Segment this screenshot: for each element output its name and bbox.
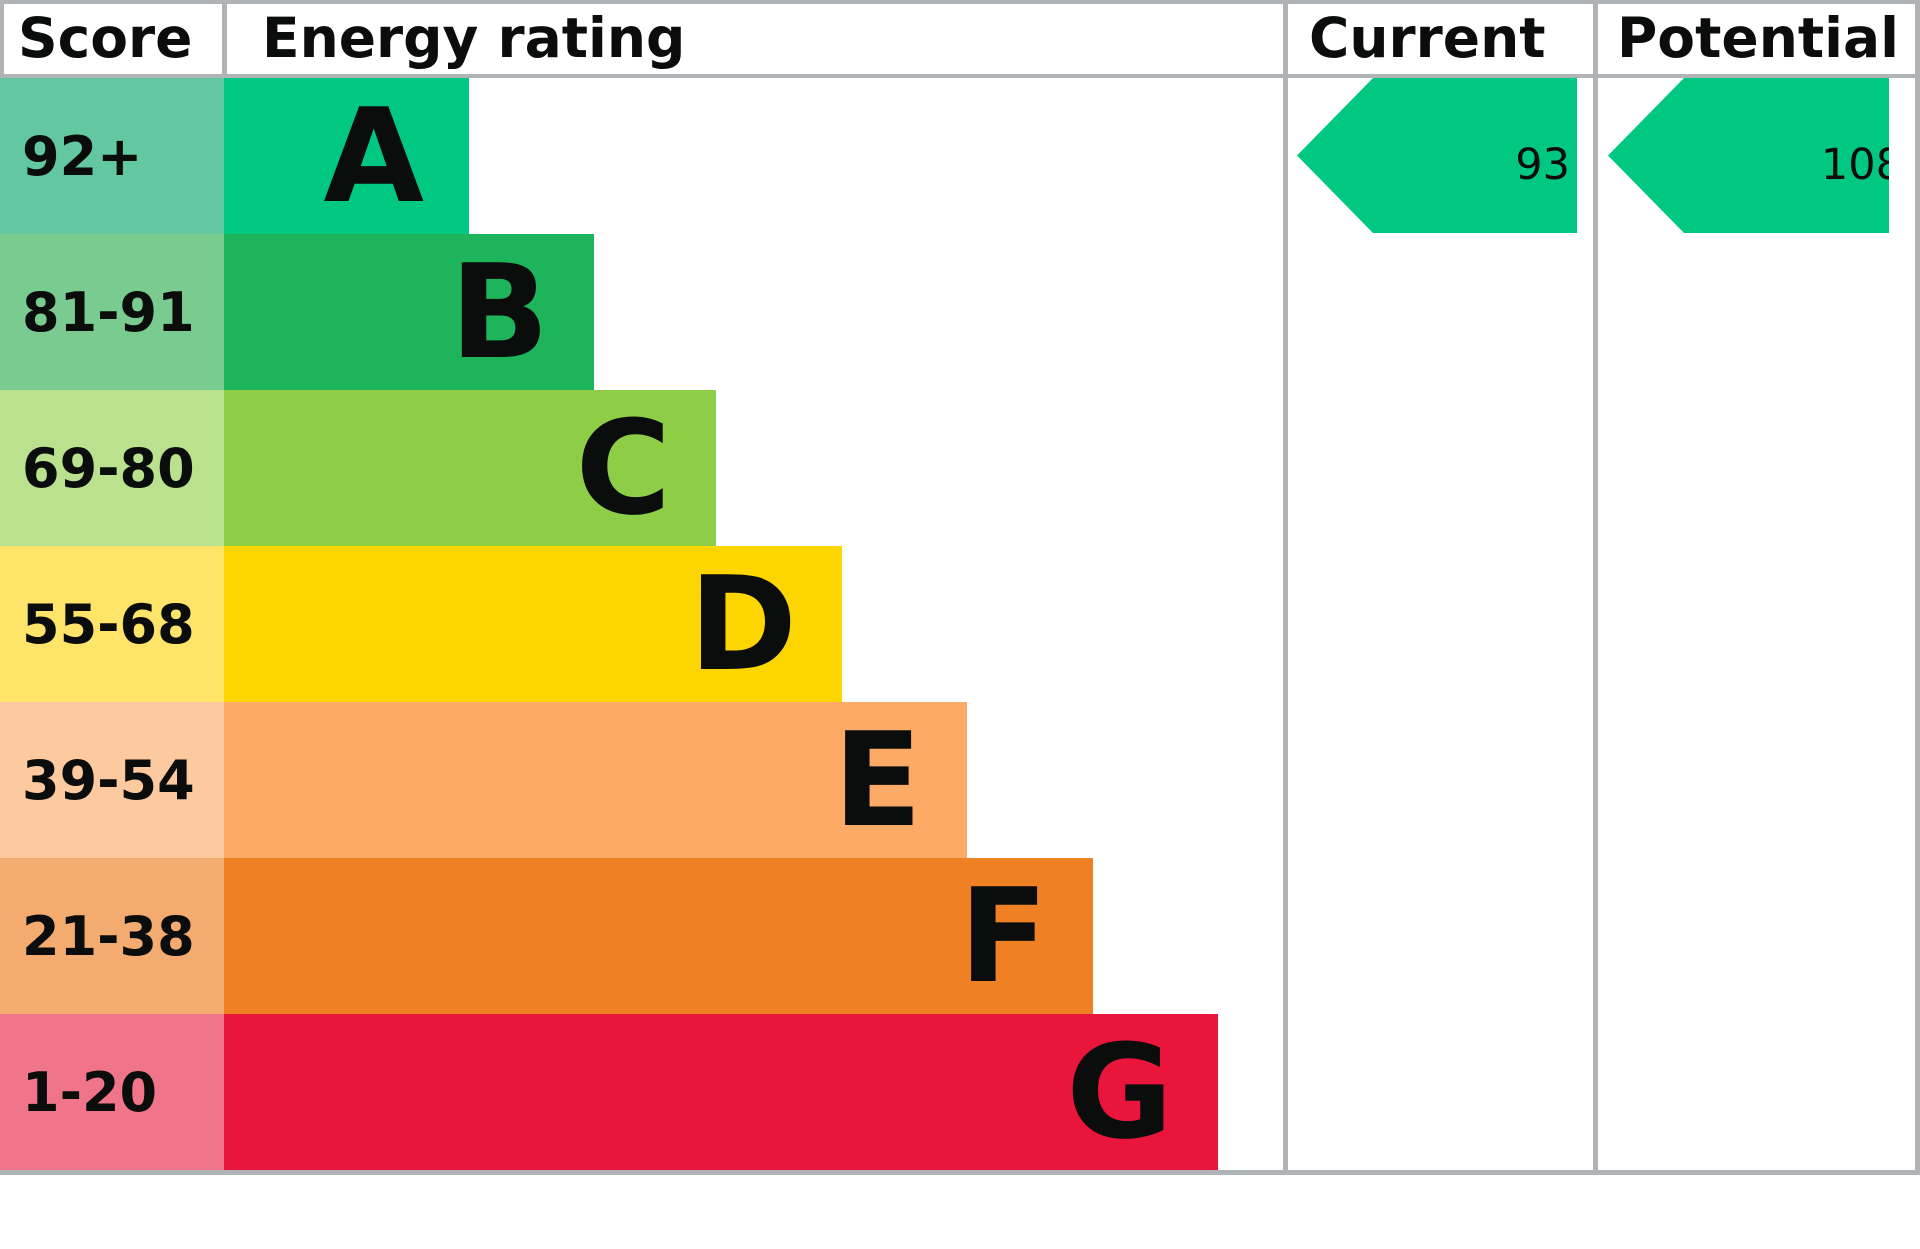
band-bar-g: G — [224, 1014, 1218, 1170]
current-rating-value: 93 — [1515, 139, 1570, 190]
grid-line-header-bottom — [0, 74, 1920, 78]
score-range-f: 21-38 — [0, 858, 224, 1014]
potential-rating-arrow: 108 — [1608, 78, 1889, 233]
score-range-c: 69-80 — [0, 390, 224, 546]
grid-line-score-divider — [222, 0, 227, 78]
current-column-header: Current — [1309, 6, 1546, 70]
score-column-header: Score — [18, 6, 193, 70]
score-range-g: 1-20 — [0, 1014, 224, 1170]
band-bar-f: F — [224, 858, 1093, 1014]
band-bar-a: A — [224, 78, 469, 234]
score-range-a: 92+ — [0, 78, 224, 234]
grid-line-left-header — [0, 0, 4, 78]
grid-line-bottom — [0, 1170, 1920, 1175]
score-range-e: 39-54 — [0, 702, 224, 858]
band-bar-b: B — [224, 234, 594, 390]
grid-line-top — [0, 0, 1920, 4]
grid-line-potential-divider — [1593, 0, 1598, 1175]
potential-column-header: Potential — [1617, 6, 1899, 70]
current-rating-arrow: 93 — [1297, 78, 1577, 233]
score-range-d: 55-68 — [0, 546, 224, 702]
score-range-b: 81-91 — [0, 234, 224, 390]
grid-line-current-divider — [1283, 0, 1288, 1175]
potential-rating-value: 108 — [1820, 139, 1903, 190]
band-bar-c: C — [224, 390, 716, 546]
grid-line-right-edge — [1915, 0, 1920, 1175]
band-bar-e: E — [224, 702, 967, 858]
energy-rating-column-header: Energy rating — [262, 6, 686, 70]
band-bar-d: D — [224, 546, 842, 702]
